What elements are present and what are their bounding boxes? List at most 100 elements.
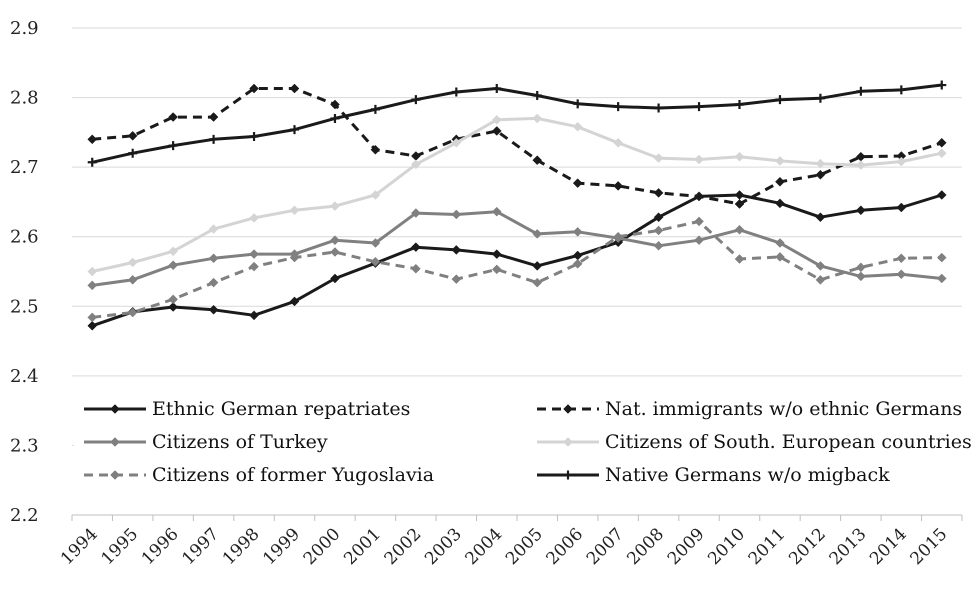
data-point — [289, 296, 300, 307]
data-point — [249, 132, 259, 142]
y-tick-label: 2.2 — [10, 505, 39, 526]
data-point — [168, 141, 178, 151]
data-point — [735, 100, 744, 110]
data-point — [330, 201, 340, 211]
data-point — [815, 261, 826, 271]
data-point — [532, 113, 543, 124]
data-point — [653, 188, 664, 198]
legend-label: Citizens of Turkey — [152, 431, 328, 453]
data-point — [936, 252, 947, 263]
data-point — [87, 280, 98, 291]
data-point — [330, 247, 340, 257]
y-tick-label: 2.6 — [10, 227, 39, 248]
data-point — [451, 245, 462, 255]
data-point — [613, 181, 623, 191]
data-point — [208, 253, 219, 264]
data-point — [411, 242, 421, 253]
data-point — [87, 157, 97, 167]
data-point — [694, 102, 704, 112]
series-line — [91, 83, 942, 164]
data-point — [127, 257, 138, 268]
data-point — [491, 114, 502, 125]
data-point — [815, 212, 826, 223]
data-point — [775, 176, 785, 187]
data-point — [110, 470, 120, 480]
series-line — [92, 219, 942, 319]
series-line — [91, 210, 942, 287]
y-tick-label: 2.5 — [10, 296, 39, 317]
data-point — [896, 156, 907, 167]
y-tick-label: 2.3 — [10, 435, 39, 456]
data-point — [411, 208, 421, 218]
legend-label: Citizens of South. European countries — [605, 431, 972, 453]
data-point — [856, 86, 866, 96]
data-point — [168, 302, 178, 312]
data-point — [775, 238, 785, 248]
data-point — [937, 80, 947, 90]
data-point — [249, 213, 259, 223]
data-point — [936, 148, 947, 159]
data-point — [128, 148, 138, 158]
data-point — [572, 258, 583, 269]
data-point — [451, 209, 462, 220]
data-point — [208, 224, 219, 234]
data-point — [896, 253, 907, 264]
data-point — [370, 238, 381, 248]
data-point — [87, 266, 98, 277]
y-axis-tick-labels: 2.2 2.3 2.4 2.5 2.6 2.7 2.8 2.9 — [10, 18, 39, 526]
data-point — [653, 153, 664, 163]
series-line — [92, 87, 943, 206]
data-point — [168, 260, 178, 271]
legend-item: Citizens of Turkey — [84, 431, 328, 453]
legend-background — [74, 390, 960, 497]
data-point — [653, 240, 664, 251]
data-point — [492, 84, 502, 94]
data-point — [127, 274, 138, 285]
data-point — [815, 93, 825, 103]
series-4 — [87, 113, 947, 277]
data-point — [694, 216, 704, 227]
data-point — [127, 130, 138, 141]
data-point — [653, 212, 664, 223]
data-point — [573, 99, 583, 109]
data-point — [87, 320, 98, 331]
data-point — [110, 437, 120, 447]
data-point — [815, 158, 826, 169]
data-point — [532, 155, 543, 166]
data-point — [613, 231, 623, 242]
data-point — [168, 246, 178, 257]
data-point — [532, 229, 543, 239]
data-point — [936, 137, 947, 148]
data-point — [896, 85, 906, 95]
data-point — [856, 160, 866, 170]
data-point — [127, 307, 138, 318]
data-point — [411, 263, 421, 274]
series-3 — [87, 206, 947, 291]
data-point — [451, 137, 462, 148]
data-point — [289, 83, 300, 94]
data-point — [734, 151, 745, 162]
data-point — [330, 99, 340, 110]
data-point — [370, 256, 381, 267]
legend-item: Ethnic German repatriates — [84, 398, 410, 420]
data-point — [168, 294, 178, 305]
data-point — [491, 206, 502, 217]
data-point — [87, 134, 98, 145]
data-point — [653, 225, 664, 236]
data-point — [330, 235, 340, 246]
data-point — [87, 312, 98, 323]
data-point — [654, 103, 664, 113]
legend-item: Native Germans w/o migback — [537, 464, 890, 486]
data-point — [370, 104, 380, 114]
data-point — [208, 304, 219, 315]
data-point — [856, 262, 866, 273]
data-point — [815, 169, 826, 180]
data-point — [208, 277, 219, 288]
data-point — [330, 273, 340, 284]
series-6 — [87, 80, 947, 167]
data-point — [563, 470, 573, 480]
data-point — [563, 437, 573, 447]
data-point — [694, 235, 704, 246]
data-point — [936, 190, 947, 200]
